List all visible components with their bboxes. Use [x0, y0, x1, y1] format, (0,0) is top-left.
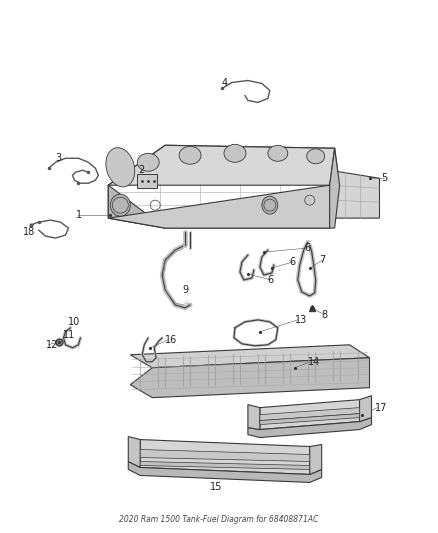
Text: 18: 18: [23, 227, 35, 237]
Polygon shape: [248, 417, 371, 438]
Polygon shape: [260, 414, 360, 425]
Ellipse shape: [224, 144, 246, 162]
Text: 13: 13: [295, 315, 307, 325]
Polygon shape: [330, 170, 379, 218]
Ellipse shape: [110, 194, 130, 216]
Ellipse shape: [137, 154, 159, 171]
Polygon shape: [260, 400, 360, 430]
Polygon shape: [108, 185, 330, 228]
Text: 14: 14: [308, 357, 320, 367]
Ellipse shape: [179, 147, 201, 164]
Text: 1: 1: [75, 210, 81, 220]
Polygon shape: [248, 405, 260, 430]
Ellipse shape: [106, 148, 135, 187]
Polygon shape: [130, 358, 370, 398]
FancyBboxPatch shape: [137, 174, 157, 188]
Polygon shape: [140, 449, 310, 462]
Polygon shape: [140, 462, 310, 470]
Text: 3: 3: [56, 154, 62, 163]
Polygon shape: [108, 146, 335, 185]
Text: 6: 6: [268, 275, 274, 285]
Ellipse shape: [307, 149, 325, 164]
Polygon shape: [128, 462, 321, 482]
Polygon shape: [330, 148, 339, 228]
Polygon shape: [140, 440, 310, 474]
Text: 12: 12: [46, 340, 58, 350]
Text: 7: 7: [320, 255, 326, 265]
Text: 17: 17: [374, 402, 387, 413]
Polygon shape: [310, 445, 321, 474]
Text: 4: 4: [222, 78, 228, 88]
Ellipse shape: [268, 146, 288, 161]
Polygon shape: [108, 185, 165, 228]
Text: 5: 5: [381, 173, 388, 183]
Text: 9: 9: [182, 285, 188, 295]
Text: 2020 Ram 1500 Tank-Fuel Diagram for 68408871AC: 2020 Ram 1500 Tank-Fuel Diagram for 6840…: [119, 515, 319, 524]
Polygon shape: [360, 395, 371, 422]
Ellipse shape: [262, 196, 278, 214]
Text: 11: 11: [63, 330, 75, 340]
Text: 15: 15: [210, 482, 223, 492]
Text: 10: 10: [68, 317, 81, 327]
Text: 6: 6: [305, 243, 311, 253]
Text: 2: 2: [138, 165, 145, 175]
Polygon shape: [128, 437, 140, 467]
Polygon shape: [260, 408, 360, 421]
Text: 6: 6: [290, 257, 296, 267]
Text: 8: 8: [321, 310, 328, 320]
Text: 16: 16: [165, 335, 177, 345]
Polygon shape: [130, 345, 370, 368]
